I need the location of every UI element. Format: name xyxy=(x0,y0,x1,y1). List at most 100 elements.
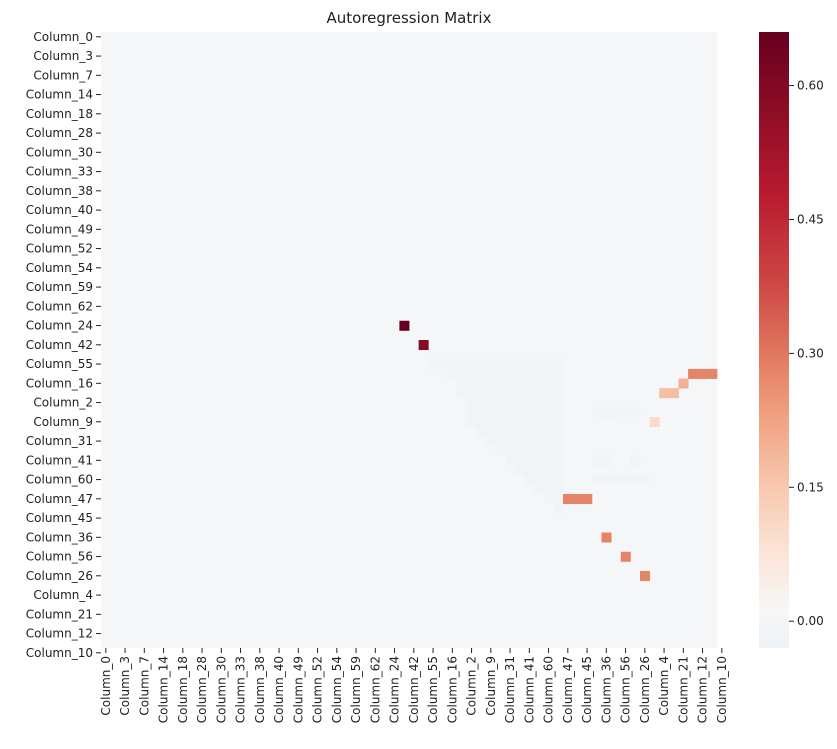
x-tick-label: Column_16 xyxy=(445,656,459,723)
x-tick-label: Column_7 xyxy=(137,656,151,716)
x-tick-label: Column_2 xyxy=(465,656,479,716)
x-tick-label: Column_62 xyxy=(368,656,382,723)
y-tick-label: Column_62 xyxy=(26,299,93,313)
heatmap-band-11 xyxy=(514,465,564,476)
x-tick-label: Column_60 xyxy=(542,656,556,723)
heatmap-cells xyxy=(101,32,718,648)
y-tick-label: Column_33 xyxy=(26,165,93,179)
colorbar-tick-label: 0.30 xyxy=(797,346,824,360)
x-tick-label: Column_45 xyxy=(580,656,594,723)
heatmap-cell-20 xyxy=(620,474,631,485)
heatmap-cell-16 xyxy=(630,455,641,466)
colorbar: 0.00 0.15 0.30 0.45 0.60 xyxy=(759,32,824,648)
x-tick-label: Column_26 xyxy=(638,656,652,723)
y-tick-label: Column_16 xyxy=(26,376,93,390)
x-tick-label: Column_9 xyxy=(484,656,498,716)
heatmap-cell-15 xyxy=(601,455,612,466)
x-tick-label: Column_38 xyxy=(253,656,267,723)
heatmap-cell-0 xyxy=(399,320,410,331)
y-tick-label: Column_41 xyxy=(26,453,93,467)
y-tick-label: Column_4 xyxy=(33,588,93,602)
y-tick-label: Column_28 xyxy=(26,126,93,140)
x-tick-label: Column_28 xyxy=(195,656,209,723)
x-axis-ticks: Column_0 Column_3 Column_7 Column_14 Column_… xyxy=(99,648,729,723)
x-tick-label: Column_54 xyxy=(330,656,344,723)
heatmap-cell-3 xyxy=(697,368,708,379)
y-tick-label: Column_36 xyxy=(26,530,93,544)
heatmap-band-10 xyxy=(505,455,564,466)
heatmap-band-5 xyxy=(466,407,564,418)
heatmap-cell-19 xyxy=(611,474,622,485)
heatmap-cell-2 xyxy=(688,368,699,379)
y-tick-label: Column_60 xyxy=(26,473,93,487)
y-tick-label: Column_18 xyxy=(26,107,93,121)
heatmap-band-7 xyxy=(476,426,564,437)
x-tick-label: Column_59 xyxy=(349,656,363,723)
heatmap-cell-11 xyxy=(620,407,631,418)
heatmap-cell-12 xyxy=(630,407,641,418)
y-tick-label: Column_3 xyxy=(33,49,93,63)
heatmap-band-1 xyxy=(447,368,564,379)
y-tick-label: Column_10 xyxy=(26,646,93,660)
heatmap-band-2 xyxy=(457,378,564,389)
x-tick-label: Column_40 xyxy=(272,656,286,723)
heatmap-cell-1 xyxy=(418,340,429,351)
heatmap-cell-24 xyxy=(572,494,583,505)
colorbar-tick-label: 0.00 xyxy=(797,614,824,628)
heatmap-band-0 xyxy=(428,359,564,370)
x-tick-label: Column_36 xyxy=(599,656,613,723)
heatmap-cell-18 xyxy=(601,474,612,485)
x-tick-label: Column_31 xyxy=(503,656,517,723)
heatmap-band-4 xyxy=(466,397,564,408)
y-tick-label: Column_21 xyxy=(26,607,93,621)
x-tick-label: Column_18 xyxy=(176,656,190,723)
x-tick-label: Column_4 xyxy=(657,656,671,716)
colorbar-gradient xyxy=(759,32,789,648)
y-tick-label: Column_0 xyxy=(33,30,93,44)
colorbar-tick-label: 0.15 xyxy=(797,480,824,494)
y-tick-label: Column_12 xyxy=(26,627,93,641)
heatmap-cell-7 xyxy=(668,388,679,399)
colorbar-tick-label: 0.60 xyxy=(797,79,824,93)
x-tick-label: Column_24 xyxy=(388,656,402,723)
heatmap-cell-25 xyxy=(582,494,593,505)
y-tick-label: Column_24 xyxy=(26,319,93,333)
x-tick-label: Column_21 xyxy=(676,656,690,723)
x-tick-label: Column_55 xyxy=(426,656,440,723)
heatmap-cell-5 xyxy=(678,378,689,389)
heatmap-band-6 xyxy=(466,417,564,428)
heatmap-cell-22 xyxy=(640,474,651,485)
heatmap-cell-13 xyxy=(649,417,660,428)
x-tick-label: Column_12 xyxy=(696,656,710,723)
y-tick-label: Column_14 xyxy=(26,88,93,102)
y-tick-label: Column_2 xyxy=(33,396,93,410)
heatmap-cell-28 xyxy=(640,571,651,582)
heatmap-band-8 xyxy=(486,436,564,447)
y-tick-label: Column_56 xyxy=(26,550,93,564)
x-tick-label: Column_33 xyxy=(234,656,248,723)
y-tick-label: Column_47 xyxy=(26,492,93,506)
y-tick-label: Column_54 xyxy=(26,261,93,275)
x-tick-label: Column_49 xyxy=(291,656,305,723)
x-tick-label: Column_14 xyxy=(157,656,171,723)
x-tick-label: Column_52 xyxy=(311,656,325,723)
y-tick-label: Column_59 xyxy=(26,280,93,294)
x-tick-label: Column_3 xyxy=(118,656,132,716)
x-tick-label: Column_0 xyxy=(99,656,113,716)
heatmap-cell-4 xyxy=(707,368,718,379)
heatmap-band-3 xyxy=(457,388,564,399)
heatmap-cell-27 xyxy=(620,551,631,562)
heatmap-cell-8 xyxy=(591,407,602,418)
y-tick-label: Column_55 xyxy=(26,357,93,371)
y-tick-label: Column_52 xyxy=(26,242,93,256)
x-tick-label: Column_41 xyxy=(522,656,536,723)
y-tick-label: Column_40 xyxy=(26,203,93,217)
y-tick-label: Column_9 xyxy=(33,415,93,429)
heatmap-band-14 xyxy=(543,494,564,505)
heatmap-cell-26 xyxy=(601,532,612,543)
heatmap-cell-14 xyxy=(591,455,602,466)
x-tick-label: Column_42 xyxy=(407,656,421,723)
heatmap-band-15 xyxy=(553,503,564,514)
heatmap-band-9 xyxy=(495,445,564,456)
x-tick-label: Column_30 xyxy=(214,656,228,723)
